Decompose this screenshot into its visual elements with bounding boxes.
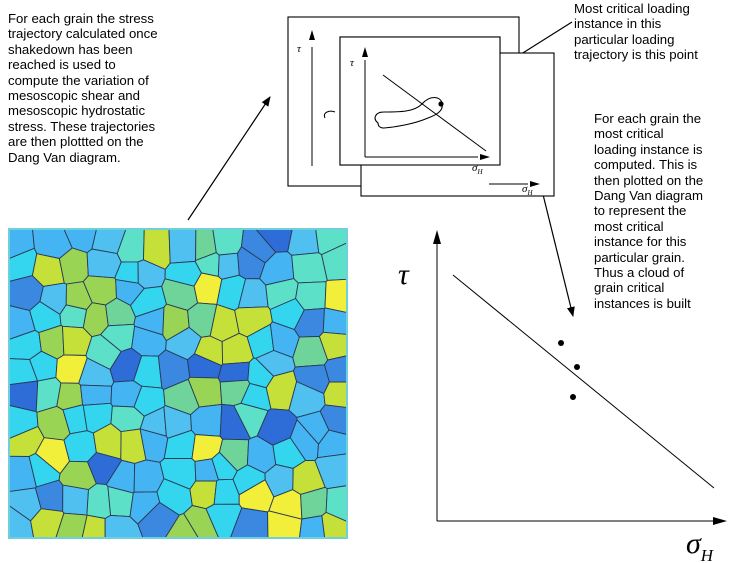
grain-cell [168,229,197,264]
grain-cell [217,361,250,383]
sigma-h-symbol-back: σH [522,183,533,197]
grain-cell [189,480,218,510]
stress-trajectory-plot-front: τ σH [339,36,501,176]
right-paragraph: For each grain the most critical loading… [594,111,704,311]
grain-cell [319,404,347,436]
tau-symbol-back: τ [297,43,302,55]
critical-point [574,364,580,370]
dang-van-line-large [452,274,715,489]
grain-cell [314,453,347,490]
dang-van-large-plot: τ σH [398,230,727,563]
grain-cell [317,429,347,459]
tau-symbol-front: τ [350,57,355,69]
grain-cell [62,484,89,516]
grain-cell [298,515,326,538]
grain-cell [79,384,113,406]
critical-point [558,340,564,346]
grain-cell [217,252,240,280]
top-right-note: Most critical loading instance in this p… [574,1,698,63]
critical-point [570,394,576,400]
grain-cell [287,229,320,256]
left-paragraph: For each grain the stress trajectory cal… [8,11,158,165]
grain-cell [321,511,347,538]
grain-cell [59,304,88,329]
grain-cell [324,278,347,314]
grain-cell [323,381,347,409]
grain-microstructure-map [8,228,348,539]
back-trajectory-curve [323,110,336,119]
grain-cell [323,355,347,383]
critical-point-small [438,101,444,107]
sigma-h-symbol-front: σH [472,162,483,176]
grain-cell [322,307,347,335]
grain-cell [86,483,112,519]
arrow-to-stress-plots [187,96,271,221]
sigma-h-label-large: σH [686,527,715,563]
grain-cell [318,331,347,361]
tau-label-large: τ [398,258,410,291]
dang-van-line-small [382,74,487,152]
